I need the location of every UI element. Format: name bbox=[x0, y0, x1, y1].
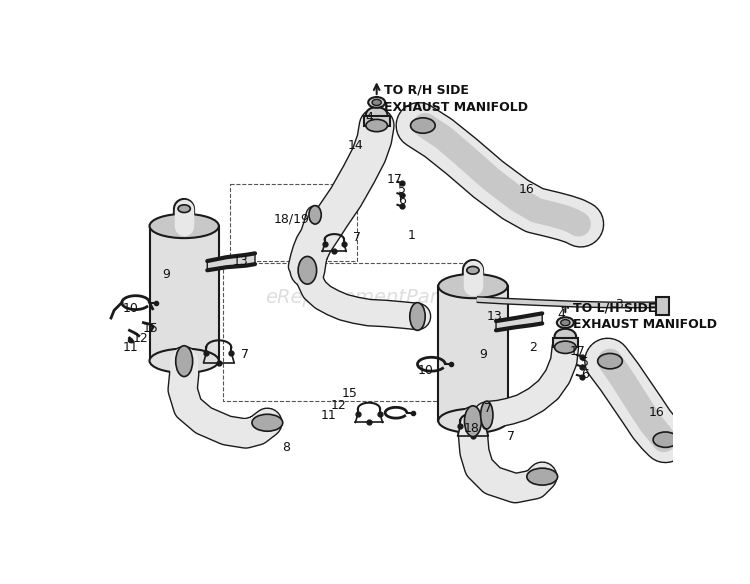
Text: 13: 13 bbox=[232, 255, 248, 267]
Ellipse shape bbox=[410, 303, 425, 331]
Text: 15: 15 bbox=[342, 387, 358, 400]
Text: 14: 14 bbox=[348, 139, 364, 152]
FancyBboxPatch shape bbox=[149, 226, 219, 361]
Text: 6: 6 bbox=[398, 194, 406, 207]
Ellipse shape bbox=[556, 317, 574, 328]
Ellipse shape bbox=[526, 468, 557, 485]
Ellipse shape bbox=[368, 97, 386, 108]
FancyBboxPatch shape bbox=[553, 338, 578, 347]
Ellipse shape bbox=[366, 107, 388, 123]
Ellipse shape bbox=[252, 414, 283, 431]
FancyBboxPatch shape bbox=[364, 116, 390, 126]
Text: 10: 10 bbox=[123, 303, 139, 315]
Ellipse shape bbox=[554, 341, 576, 353]
Ellipse shape bbox=[309, 206, 321, 224]
Text: 5: 5 bbox=[581, 356, 590, 369]
Text: 9: 9 bbox=[479, 349, 487, 361]
Text: 18: 18 bbox=[464, 422, 479, 434]
Ellipse shape bbox=[464, 406, 482, 437]
Ellipse shape bbox=[372, 99, 381, 106]
FancyBboxPatch shape bbox=[438, 286, 508, 421]
Text: 1: 1 bbox=[407, 229, 416, 242]
Text: 4: 4 bbox=[557, 308, 566, 321]
Polygon shape bbox=[207, 253, 255, 270]
Text: 12: 12 bbox=[331, 398, 346, 412]
Text: 13: 13 bbox=[487, 310, 502, 323]
Ellipse shape bbox=[554, 329, 576, 344]
Polygon shape bbox=[496, 314, 542, 331]
Ellipse shape bbox=[561, 319, 570, 326]
Text: eReplacementParts.com: eReplacementParts.com bbox=[266, 288, 503, 307]
Text: 10: 10 bbox=[417, 364, 433, 377]
Text: 3: 3 bbox=[615, 298, 623, 311]
Text: 7: 7 bbox=[241, 349, 249, 361]
Text: 16: 16 bbox=[519, 183, 535, 196]
Text: 6: 6 bbox=[581, 368, 590, 381]
Ellipse shape bbox=[598, 353, 622, 369]
Ellipse shape bbox=[438, 409, 508, 433]
Ellipse shape bbox=[481, 401, 493, 429]
Ellipse shape bbox=[466, 266, 479, 274]
Ellipse shape bbox=[176, 346, 193, 377]
Text: 7: 7 bbox=[484, 402, 492, 415]
Text: 5: 5 bbox=[398, 183, 406, 196]
Text: 16: 16 bbox=[648, 406, 664, 419]
Ellipse shape bbox=[298, 256, 316, 284]
Text: 17: 17 bbox=[386, 173, 402, 186]
Ellipse shape bbox=[149, 349, 219, 373]
Polygon shape bbox=[656, 297, 669, 315]
Text: 15: 15 bbox=[143, 322, 159, 335]
Text: 18/19: 18/19 bbox=[274, 212, 310, 225]
Text: 9: 9 bbox=[163, 267, 170, 281]
Text: 17: 17 bbox=[570, 345, 586, 359]
Text: 7: 7 bbox=[353, 231, 362, 245]
Text: 4: 4 bbox=[365, 112, 373, 124]
Ellipse shape bbox=[178, 205, 190, 213]
Text: 12: 12 bbox=[133, 332, 148, 345]
Ellipse shape bbox=[438, 274, 508, 298]
Ellipse shape bbox=[410, 118, 435, 133]
Ellipse shape bbox=[366, 119, 388, 131]
Text: TO L/H SIDE
EXHAUST MANIFOLD: TO L/H SIDE EXHAUST MANIFOLD bbox=[573, 301, 717, 331]
Text: 11: 11 bbox=[122, 341, 138, 354]
Text: 2: 2 bbox=[529, 341, 537, 354]
Ellipse shape bbox=[653, 432, 678, 447]
Text: 7: 7 bbox=[508, 430, 515, 443]
Ellipse shape bbox=[149, 214, 219, 238]
Text: TO R/H SIDE
EXHAUST MANIFOLD: TO R/H SIDE EXHAUST MANIFOLD bbox=[384, 84, 528, 114]
Text: 11: 11 bbox=[320, 409, 336, 422]
Text: 8: 8 bbox=[283, 441, 290, 454]
